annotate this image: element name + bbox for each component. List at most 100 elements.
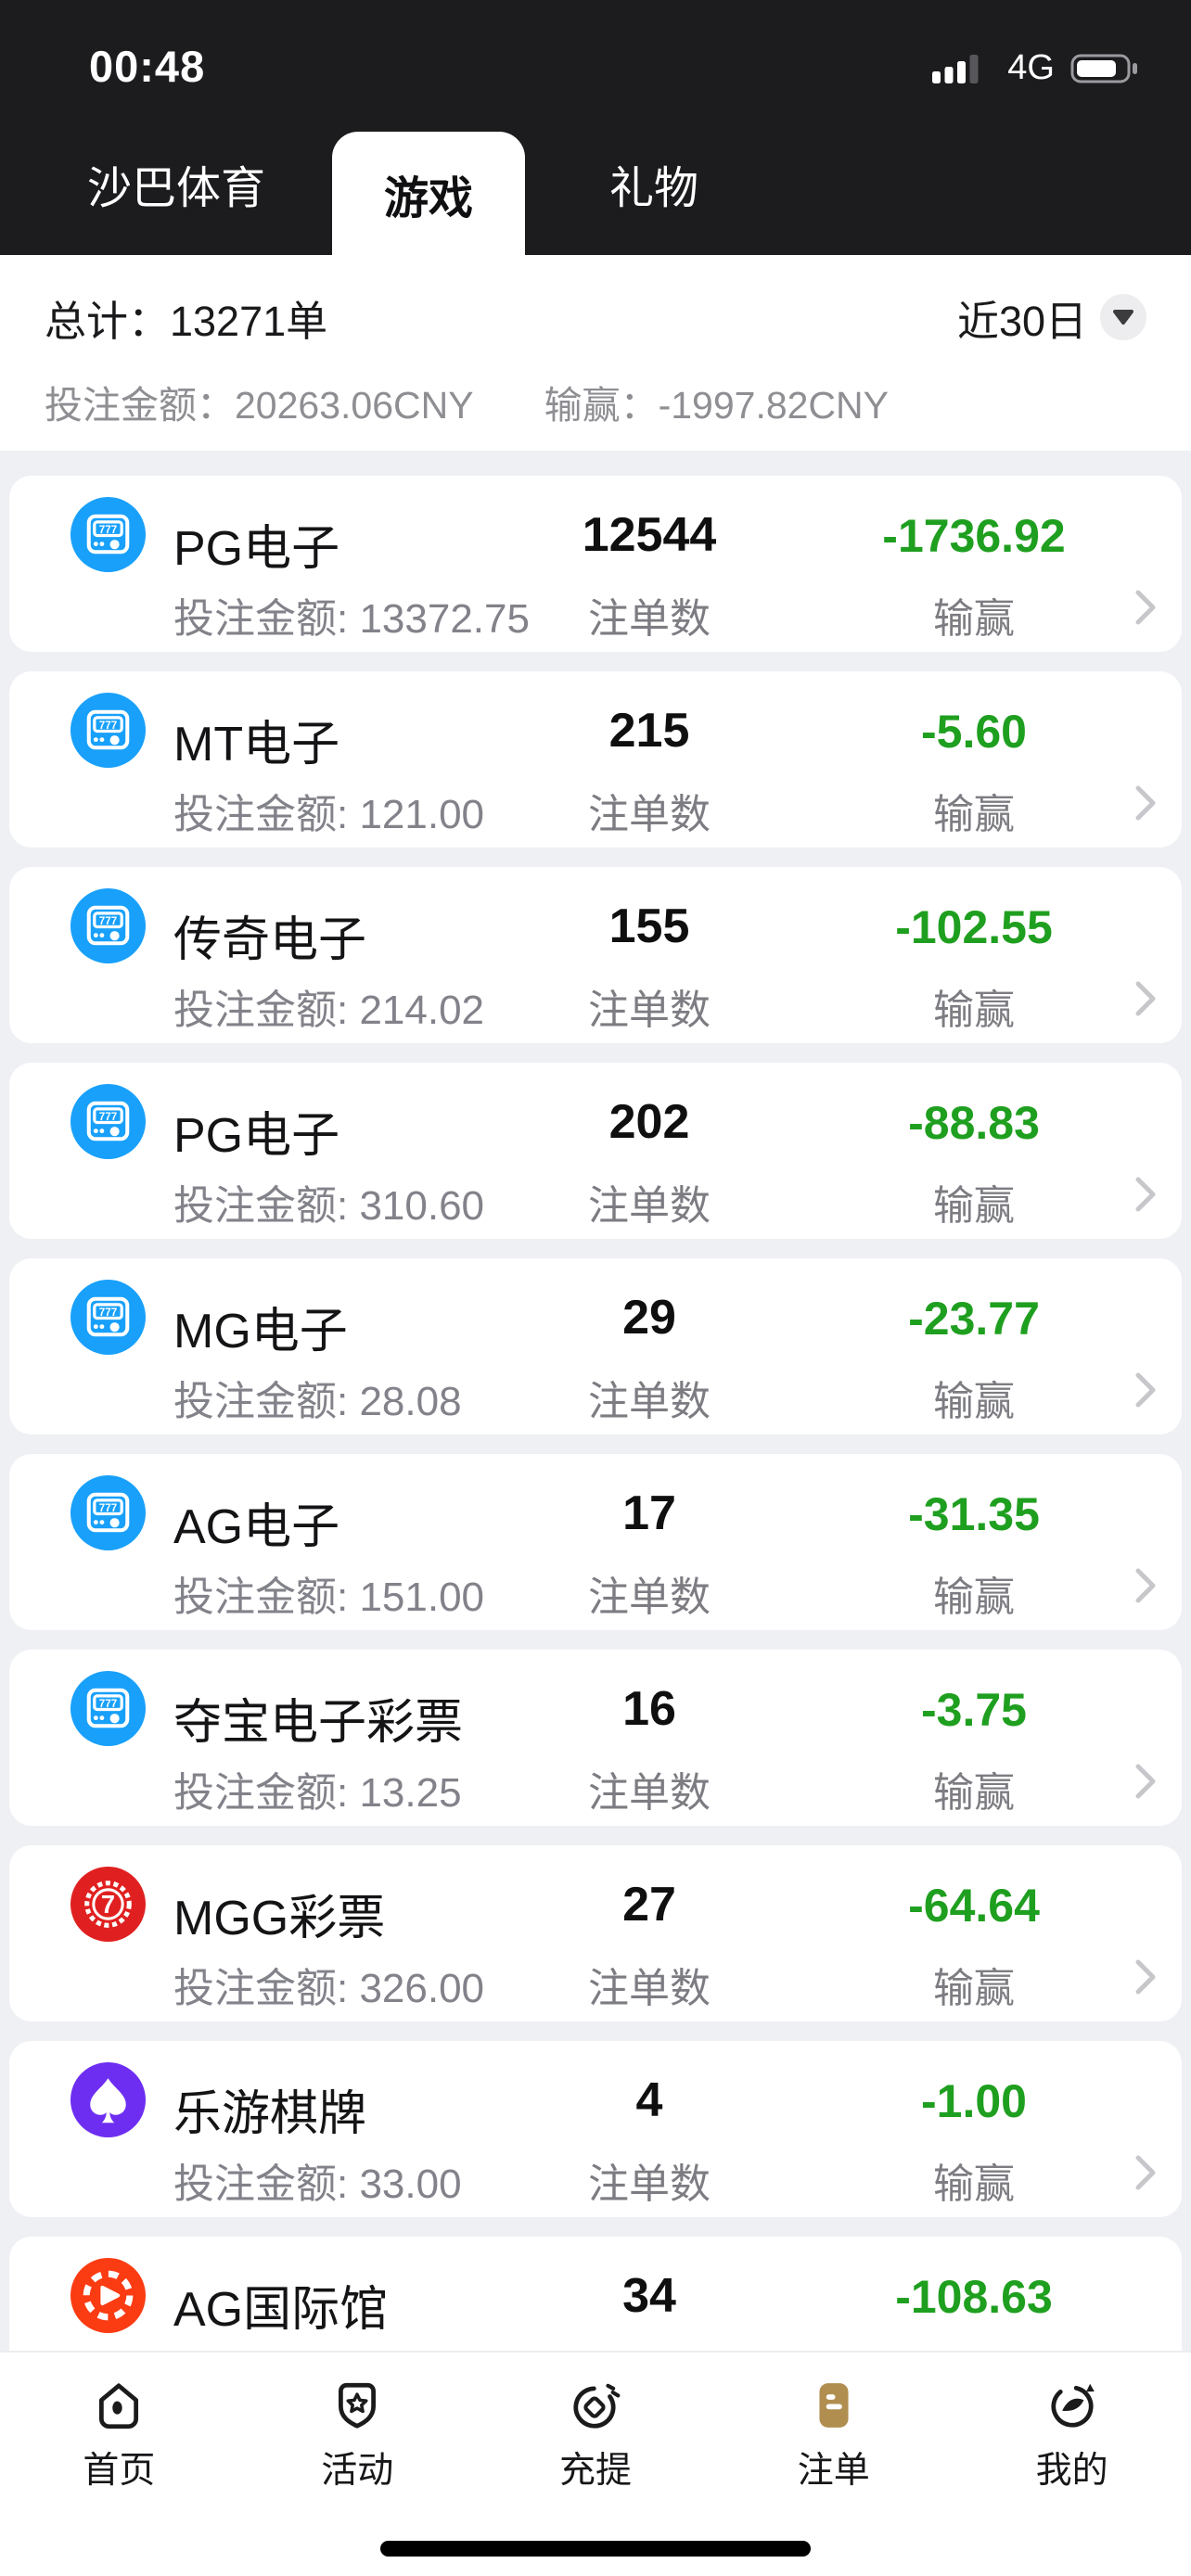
total-win-loss: 输赢：-1997.82CNY (544, 384, 890, 427)
home-indicator (380, 2541, 811, 2557)
network-type: 4G (1007, 48, 1055, 87)
orders-label: 注单数 (588, 1966, 711, 2011)
game-card[interactable]: PG电子 投注金额: 310.60 202 注单数 -88.83 输赢 (9, 1063, 1182, 1239)
profile-icon (1045, 2378, 1099, 2432)
chevron-right-icon (1133, 1370, 1158, 1410)
orders-count: 202 (608, 1095, 690, 1149)
tab-gifts[interactable]: 礼物 (608, 163, 698, 213)
winloss-value: -31.35 (908, 1488, 1040, 1540)
chevron-right-icon (1133, 1761, 1158, 1802)
chevron-right-icon (1133, 1957, 1158, 1997)
game-name: MG电子 (173, 1305, 348, 1358)
nav-profile[interactable]: 我的 (953, 2378, 1191, 2493)
bet-amount-value: 151.00 (359, 1575, 485, 1620)
badge-star-icon (330, 2378, 384, 2432)
winloss-label: 输赢 (933, 1379, 1015, 1424)
bet-amount-label: 投注金额: (173, 1575, 360, 1620)
game-name: PG电子 (173, 522, 340, 576)
orders-label: 注单数 (588, 1575, 711, 1620)
winloss-value: -108.63 (895, 2271, 1053, 2323)
winloss-value: -3.75 (921, 1684, 1027, 1736)
winloss-label: 输赢 (933, 1966, 1015, 2011)
game-name: AG电子 (173, 1500, 340, 1554)
orders-label: 注单数 (588, 988, 711, 1033)
nav-home[interactable]: 首页 (0, 2378, 238, 2493)
bet-amount-value: 121.00 (359, 792, 485, 837)
orders-count: 4 (635, 2073, 663, 2127)
chevron-right-icon (1133, 1565, 1158, 1606)
game-card[interactable]: AG电子 投注金额: 151.00 17 注单数 -31.35 输赢 (9, 1454, 1182, 1630)
nav-activity-label: 活动 (321, 2451, 394, 2491)
orders-count: 29 (622, 1291, 676, 1345)
game-name: 夺宝电子彩票 (173, 1696, 464, 1750)
bet-amount-value: 310.60 (359, 1183, 485, 1229)
tab-saba-sports[interactable]: 沙巴体育 (86, 163, 265, 213)
winloss-value: -5.60 (921, 706, 1027, 758)
bet-amount-label: 投注金额: (173, 988, 360, 1033)
orders-label: 注单数 (588, 1183, 711, 1229)
total-orders: 总计：13271单 (45, 297, 328, 345)
winloss-value: -64.64 (908, 1880, 1040, 1932)
winloss-value: -1.00 (921, 2075, 1027, 2127)
nav-home-label: 首页 (83, 2451, 156, 2491)
chevron-right-icon (1133, 1174, 1158, 1215)
nav-activity[interactable]: 活动 (238, 2378, 477, 2493)
game-name: MGG彩票 (173, 1892, 386, 1945)
bet-amount-label: 投注金额: (173, 1379, 360, 1424)
bet-amount-value: 326.00 (359, 1966, 485, 2011)
chevron-right-icon (1133, 587, 1158, 628)
game-name: PG电子 (173, 1109, 340, 1163)
summary-panel: 总计：13271单 近30日 投注金额：20263.06CNY 输赢：-1997… (0, 255, 1191, 451)
winloss-value: -88.83 (908, 1097, 1040, 1149)
winloss-label: 输赢 (933, 792, 1015, 837)
game-card[interactable]: MG电子 投注金额: 28.08 29 注单数 -23.77 输赢 (9, 1258, 1182, 1435)
spade-icon (70, 2062, 146, 2137)
slot-machine-icon (70, 693, 146, 768)
game-name: AG国际馆 (173, 2283, 389, 2337)
clock: 00:48 (89, 42, 206, 91)
nav-deposit-label: 充提 (558, 2451, 632, 2491)
orders-count: 155 (608, 899, 690, 953)
period-dropdown[interactable]: 近30日 (957, 287, 1146, 348)
winloss-value: -102.55 (895, 901, 1053, 953)
battery-icon (1070, 54, 1137, 83)
nav-deposit-withdraw[interactable]: 充提 (477, 2378, 715, 2493)
bet-amount-label: 投注金额: (173, 2162, 360, 2207)
winloss-value: -23.77 (908, 1293, 1040, 1345)
bet-amount-value: 13.25 (359, 1770, 462, 1816)
nav-profile-label: 我的 (1035, 2451, 1108, 2491)
orders-label: 注单数 (588, 1770, 711, 1816)
chevron-right-icon (1133, 2152, 1158, 2193)
bet-amount-value: 13372.75 (359, 596, 530, 642)
game-card[interactable]: 夺宝电子彩票 投注金额: 13.25 16 注单数 -3.75 输赢 (9, 1650, 1182, 1826)
orders-label: 注单数 (588, 1379, 711, 1424)
winloss-value: -1736.92 (882, 510, 1066, 562)
top-tab-bar: 沙巴体育 游戏 礼物 (0, 111, 1191, 255)
game-card[interactable]: 乐游棋牌 投注金额: 33.00 4 注单数 -1.00 输赢 (9, 2041, 1182, 2217)
game-card[interactable]: MGG彩票 投注金额: 326.00 27 注单数 -64.64 输赢 (9, 1845, 1182, 2021)
game-card[interactable]: 传奇电子 投注金额: 214.02 155 注单数 -102.55 输赢 (9, 867, 1182, 1043)
orders-count: 34 (622, 2269, 676, 2323)
orders-label: 注单数 (588, 792, 711, 837)
tab-games[interactable]: 游戏 (332, 132, 525, 255)
orders-label: 注单数 (588, 2162, 711, 2207)
game-card[interactable]: PG电子 投注金额: 13372.75 12544 注单数 -1736.92 输… (9, 476, 1182, 652)
triangle-down-icon (1100, 294, 1146, 340)
status-and-tab-header: 00:48 4G 沙巴体育 游戏 礼物 (0, 0, 1191, 255)
game-name: MT电子 (173, 718, 340, 772)
slot-machine-icon (70, 1280, 146, 1355)
slot-machine-icon (70, 1475, 146, 1550)
bet-amount-label: 投注金额: (173, 1966, 360, 2011)
orders-count: 215 (608, 704, 690, 758)
bet-amount-label: 投注金额: (173, 1183, 360, 1229)
winloss-label: 输赢 (933, 1575, 1015, 1620)
slot-machine-icon (70, 497, 146, 572)
winloss-label: 输赢 (933, 596, 1015, 642)
winloss-label: 输赢 (933, 2162, 1015, 2207)
bet-amount-label: 投注金额: (173, 792, 360, 837)
game-card[interactable]: MT电子 投注金额: 121.00 215 注单数 -5.60 输赢 (9, 671, 1182, 848)
winloss-label: 输赢 (933, 1183, 1015, 1229)
slot-machine-icon (70, 1671, 146, 1746)
nav-bet-orders-active[interactable]: 注单 (714, 2378, 953, 2493)
